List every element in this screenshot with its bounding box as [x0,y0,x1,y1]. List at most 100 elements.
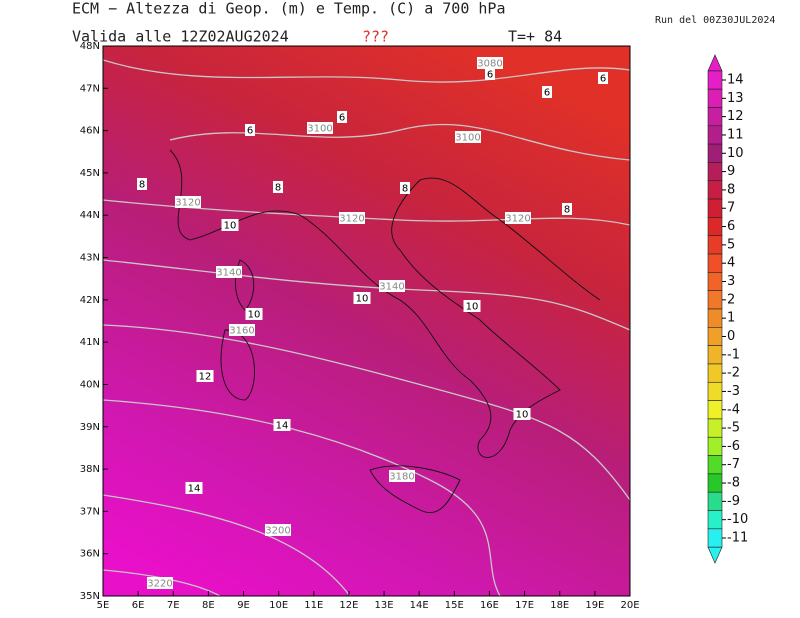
contour-label-box [513,408,531,420]
colorbar-swatch [707,143,723,163]
contour-label-box [245,124,255,136]
colorbar-label: 9 [727,164,735,179]
colorbar-label: -3 [727,384,740,399]
contour-label: 10 [466,302,479,313]
contour-label: 3120 [175,198,200,209]
lon-label: 5E [97,600,110,611]
colorbar-swatch [707,308,723,328]
contour-label: 3220 [147,579,172,590]
lon-label: 8E [202,600,215,611]
contour-label: 3120 [505,214,530,225]
lon-label: 19E [585,600,604,611]
colorbar-swatch [707,88,723,108]
contour-label: 8 [139,180,145,191]
lon-label: 12E [339,600,358,611]
colorbar-label: -8 [727,476,740,491]
lon-label: 18E [550,600,569,611]
contour-label-box [379,280,405,292]
colorbar-label: -10 [727,512,748,527]
contour-label-box [185,482,203,494]
lat-label: 38N [80,464,100,475]
colorbar-label: -6 [727,439,740,454]
contour-label-box [196,370,214,382]
colorbar-swatch [707,70,723,90]
lat-label: 46N [80,126,100,137]
contour-label-box [542,86,552,98]
contour-label: 3140 [379,282,404,293]
colorbar-swatch [707,510,723,530]
colorbar-swatch [707,253,723,273]
contour-label-box [221,219,239,231]
contour-label: 14 [276,421,289,432]
colorbar-label: 11 [727,127,744,142]
lat-label: 37N [80,506,100,517]
contour-label: 3100 [307,124,332,135]
valid-time: Valida alle 12Z02AUG2024 [72,28,289,46]
contour-label: 6 [544,88,550,99]
contour-label-box [505,212,531,224]
contour-label: 10 [248,310,261,321]
colorbar-swatch [707,235,723,255]
lon-label: 16E [480,600,499,611]
lat-label: 45N [80,168,100,179]
contour-label-box [245,308,263,320]
colorbar-label: 4 [727,256,735,271]
flag: ??? [362,28,389,46]
colorbar-swatch [707,455,723,475]
colorbar-swatch [707,436,723,456]
contour-label-box [273,181,283,193]
temperature-field [103,46,630,596]
lon-label: 17E [515,600,534,611]
contour-label: 10 [516,410,529,421]
lon-label: 7E [167,600,180,611]
colorbar-label: -5 [727,421,740,436]
map-area [103,46,630,596]
colorbar-label: 2 [727,292,735,307]
lon-label: 10E [269,600,288,611]
colorbar-swatch [707,345,723,365]
lon-label: 13E [375,600,394,611]
forecast-step: T=+ 84 [508,28,562,46]
lat-label: 39N [80,422,100,433]
colorbar-label: -11 [727,531,748,546]
contour-label-box [477,57,503,69]
lat-label: 41N [80,337,100,348]
colorbar-label: 1 [727,311,735,326]
colorbar-swatch [707,381,723,401]
contour-label-box [455,131,481,143]
colorbar-swatch [707,217,723,237]
colorbar-label: 3 [727,274,735,289]
lon-label: 20E [620,600,639,611]
lon-label: 9E [237,600,250,611]
colorbar-label: 8 [727,182,735,197]
contour-label-box [562,203,572,215]
colorbar-top-arrow [707,54,723,72]
contour-label: 10 [224,221,237,232]
contour-label: 3180 [389,472,414,483]
colorbar-label: 13 [727,91,744,106]
colorbar-swatch [707,327,723,346]
contour-label: 3100 [455,133,480,144]
run-label: Run del 00Z30JUL2024 [655,15,775,26]
colorbar-swatch [707,180,723,200]
colorbar-swatch [707,418,723,438]
colorbar-swatch [707,290,723,310]
colorbar-bottom-arrow [707,546,723,564]
colorbar-swatch [707,107,723,127]
colorbar-label: 12 [727,109,744,124]
contour-label: 14 [188,484,201,495]
contour-label-box [273,419,291,431]
contour-label: 3160 [229,326,254,337]
contour-label-box [400,182,410,194]
contour-label-box [175,196,201,208]
map-frame [102,45,631,597]
colorbar-label: -9 [727,494,740,509]
colorbar-label: -1 [727,347,740,362]
contour-label-box [137,178,147,190]
colorbar-label: 10 [727,146,744,161]
contour-label: 12 [199,372,212,383]
lat-label: 35N [80,591,100,602]
lon-label: 11E [304,600,323,611]
contour-label-box [229,324,255,336]
